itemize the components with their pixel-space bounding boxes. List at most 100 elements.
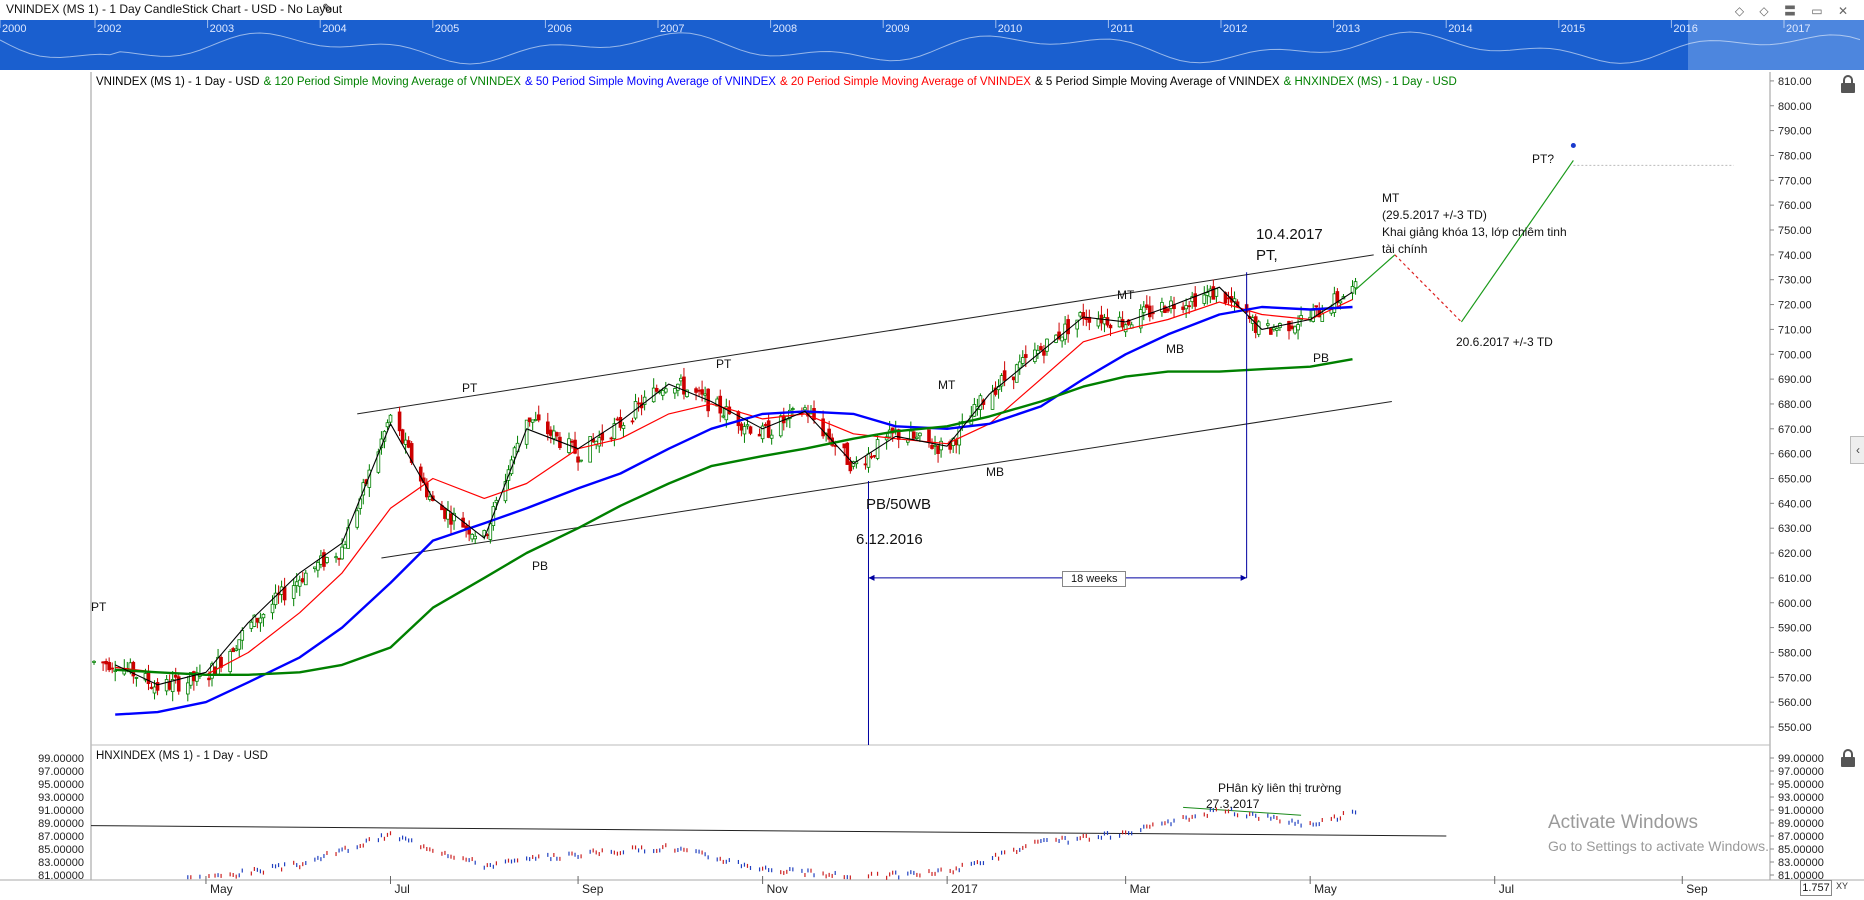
lock-icon-hnx[interactable] [1838, 748, 1858, 768]
candle-body [1141, 306, 1146, 313]
y-tick-label: 690.00 [1778, 374, 1812, 386]
nav-year-label: 2008 [773, 23, 797, 35]
candle-body [1145, 304, 1149, 308]
candle-body [216, 656, 220, 675]
annotation-pb-future-date: 20.6.2017 +/-3 TD [1456, 335, 1553, 349]
candle-body [1096, 318, 1101, 327]
candle-body [1117, 316, 1122, 328]
candle-body [769, 434, 774, 439]
forecast-down-line [1394, 254, 1462, 323]
candle-body [660, 390, 665, 396]
candle-body [1039, 346, 1043, 351]
candle-body [812, 408, 816, 420]
legend-item-sma120: & 120 Period Simple Moving Average of VN… [263, 76, 521, 88]
nav-year-label: 2012 [1223, 23, 1247, 35]
candle-body [1320, 313, 1325, 322]
candle-body [358, 498, 363, 509]
candle-body [791, 408, 795, 410]
candle-body [509, 459, 514, 475]
candle-body [1054, 334, 1058, 343]
y-tick-label: 670.00 [1778, 424, 1812, 436]
candle-body [376, 451, 381, 473]
candle-body [990, 391, 995, 410]
candle-body [167, 681, 172, 690]
xy-toggle-button[interactable]: XY [1836, 881, 1849, 891]
candle-body [567, 438, 571, 453]
candle-body [981, 399, 986, 405]
candle-body [1314, 305, 1319, 308]
hnx-y-tick-label-right: 85.00000 [1778, 844, 1824, 856]
annotation-mt-note2: tài chính [1382, 242, 1428, 256]
candle-body [869, 456, 874, 458]
candle-body [748, 426, 753, 434]
hnx-y-tick-label-right: 91.00000 [1778, 805, 1824, 817]
candle-body [431, 495, 435, 501]
candle-body [1060, 336, 1064, 342]
nav-year-label: 2009 [885, 23, 909, 35]
y-tick-label: 640.00 [1778, 498, 1812, 510]
candle-body [131, 661, 136, 677]
candle-body [107, 661, 111, 671]
candle-body [146, 672, 151, 685]
candle-body [915, 436, 919, 439]
y-tick-label: 720.00 [1778, 300, 1812, 312]
edit-pencil-icon[interactable]: ✎ [322, 1, 333, 16]
candle-body [1184, 305, 1188, 310]
candle-body [503, 481, 508, 502]
candle-body [164, 679, 169, 692]
candle-body [303, 572, 308, 586]
y-tick-label: 650.00 [1778, 474, 1812, 486]
hnx-y-tick-label-left: 81.00000 [38, 870, 84, 882]
legend-item-sma5: & 5 Period Simple Moving Average of VNIN… [1034, 76, 1280, 88]
sma50-line [115, 305, 1353, 716]
candle-body [176, 676, 181, 692]
candle-body [594, 440, 599, 445]
annotation-pt-future: PT? [1532, 152, 1555, 166]
candle-body [996, 385, 1001, 391]
candle-body [558, 436, 562, 449]
candle-body [954, 439, 959, 446]
candle-body [939, 440, 943, 451]
candle-body [736, 411, 741, 427]
y-tick-label: 580.00 [1778, 647, 1812, 659]
hnx-y-tick-label-left: 83.00000 [38, 857, 84, 869]
candle-body [337, 557, 341, 560]
candle-body [906, 439, 910, 443]
x-tick-label: Sep [582, 882, 604, 896]
date-navigator[interactable]: 2000 2002 2003 2004 2005 2006 2007 2008 2009 2010… [0, 20, 1864, 70]
candle-body [663, 388, 668, 393]
x-tick-label: 2017 [951, 882, 978, 896]
y-tick-label: 560.00 [1778, 697, 1812, 709]
candle-body [213, 666, 217, 676]
candle-body [113, 669, 118, 672]
candle-body [276, 592, 281, 596]
legend-item-sma20: & 20 Period Simple Moving Average of VNI… [779, 76, 1031, 88]
candle-body [1275, 328, 1279, 331]
candle-body [279, 586, 284, 595]
lock-icon[interactable] [1838, 74, 1858, 94]
candle-body [957, 426, 962, 446]
window-controls[interactable]: ◇ ◇ 〓 ▭ ✕ [1734, 4, 1854, 18]
candle-body [1033, 349, 1037, 363]
hnx-y-tick-label-left: 89.00000 [38, 818, 84, 830]
candle-body [149, 686, 154, 689]
candle-body [128, 662, 133, 673]
candle-body [576, 456, 580, 463]
y-tick-label: 680.00 [1778, 399, 1812, 411]
zoom-level-field[interactable]: 1.757 [1800, 880, 1832, 896]
candle-body [313, 566, 317, 569]
collapse-panel-chevron-icon[interactable]: ‹ [1850, 436, 1864, 464]
candle-body [679, 377, 683, 382]
candle-body [615, 418, 620, 421]
candle-body [467, 526, 471, 535]
candle-body [1126, 319, 1131, 325]
candle-body [122, 668, 127, 675]
candle-body [1335, 291, 1340, 304]
candle-body [1266, 323, 1270, 326]
hnx-y-tick-label-right: 83.00000 [1778, 857, 1824, 869]
candle-body [1151, 311, 1155, 315]
candle-body [785, 415, 789, 421]
candle-body [1244, 304, 1249, 313]
annotation-mt2: MT [1117, 288, 1135, 302]
candle-body [1169, 300, 1173, 309]
